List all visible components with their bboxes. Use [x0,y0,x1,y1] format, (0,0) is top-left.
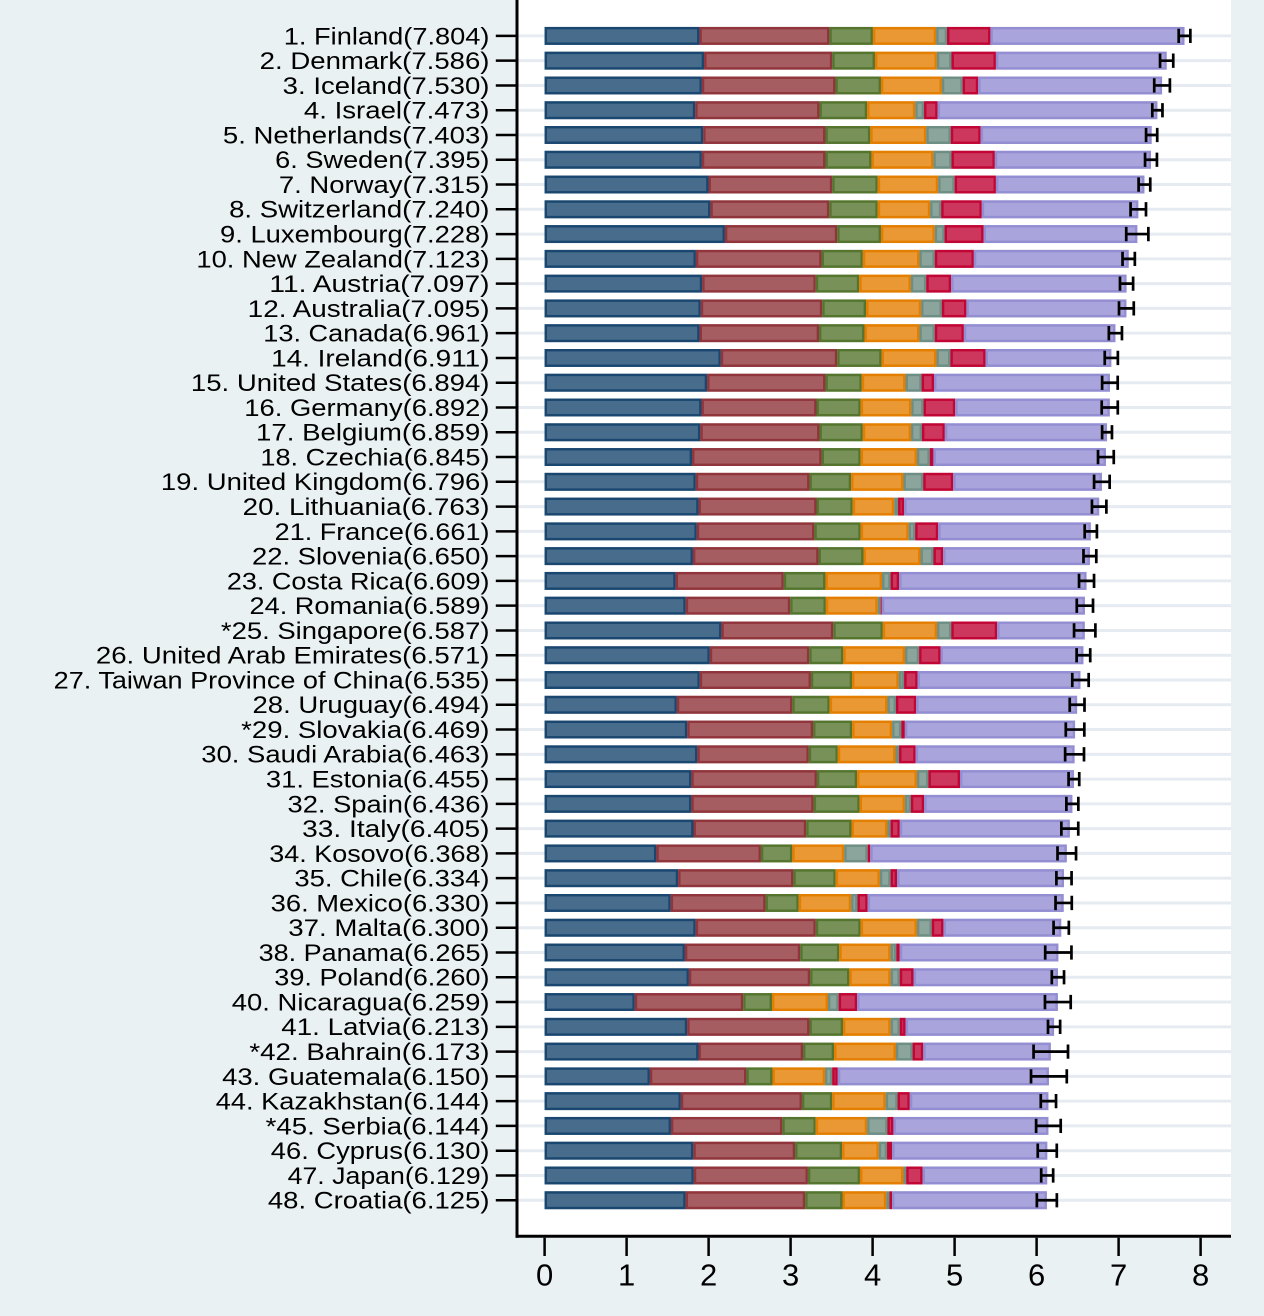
svg-text:*29. Slovakia(6.469): *29. Slovakia(6.469) [241,718,489,744]
svg-text:*25. Singapore(6.587): *25. Singapore(6.587) [221,619,490,645]
svg-text:16. Germany(6.892): 16. Germany(6.892) [244,396,489,422]
svg-text:4: 4 [864,1257,881,1292]
svg-text:41. Latvia(6.213): 41. Latvia(6.213) [281,1015,489,1041]
svg-text:6. Sweden(7.395): 6. Sweden(7.395) [275,148,489,174]
svg-text:28. Uruguay(6.494): 28. Uruguay(6.494) [253,693,490,719]
svg-text:4. Israel(7.473): 4. Israel(7.473) [304,99,490,125]
svg-text:1: 1 [618,1257,635,1292]
svg-text:9. Luxembourg(7.228): 9. Luxembourg(7.228) [220,222,490,248]
svg-text:20. Lithuania(6.763): 20. Lithuania(6.763) [243,495,490,521]
svg-text:47. Japan(6.129): 47. Japan(6.129) [288,1164,490,1190]
svg-text:23. Costa Rica(6.609): 23. Costa Rica(6.609) [227,569,490,595]
svg-text:*45. Serbia(6.144): *45. Serbia(6.144) [266,1114,490,1140]
svg-text:8: 8 [1192,1257,1209,1292]
svg-text:3. Iceland(7.530): 3. Iceland(7.530) [283,74,490,100]
svg-text:1. Finland(7.804): 1. Finland(7.804) [284,24,490,50]
svg-text:11. Austria(7.097): 11. Austria(7.097) [269,272,489,298]
svg-text:33. Italy(6.405): 33. Italy(6.405) [302,817,489,843]
svg-text:32. Spain(6.436): 32. Spain(6.436) [288,792,490,818]
svg-text:27. Taiwan Province of China(6: 27. Taiwan Province of China(6.535) [54,668,490,694]
svg-text:35. Chile(6.334): 35. Chile(6.334) [294,867,489,893]
svg-text:40. Nicaragua(6.259): 40. Nicaragua(6.259) [232,990,490,1016]
svg-text:2: 2 [700,1257,717,1292]
svg-text:17. Belgium(6.859): 17. Belgium(6.859) [256,421,490,447]
svg-text:48. Croatia(6.125): 48. Croatia(6.125) [268,1189,490,1215]
svg-text:18. Czechia(6.845): 18. Czechia(6.845) [260,445,489,471]
svg-text:31. Estonia(6.455): 31. Estonia(6.455) [266,767,490,793]
svg-text:8. Switzerland(7.240): 8. Switzerland(7.240) [229,198,489,224]
svg-text:38. Panama(6.265): 38. Panama(6.265) [259,941,490,967]
svg-text:7. Norway(7.315): 7. Norway(7.315) [279,173,490,199]
svg-text:26. United Arab Emirates(6.571: 26. United Arab Emirates(6.571) [96,644,490,670]
svg-text:3: 3 [782,1257,799,1292]
svg-text:7: 7 [1110,1257,1127,1292]
svg-text:15. United States(6.894): 15. United States(6.894) [191,371,490,397]
svg-text:13. Canada(6.961): 13. Canada(6.961) [263,322,489,348]
svg-text:12. Australia(7.095): 12. Australia(7.095) [248,297,490,323]
svg-text:43. Guatemala(6.150): 43. Guatemala(6.150) [222,1065,489,1091]
svg-text:39. Poland(6.260): 39. Poland(6.260) [274,966,489,992]
svg-text:5. Netherlands(7.403): 5. Netherlands(7.403) [223,123,490,149]
svg-text:24. Romania(6.589): 24. Romania(6.589) [250,594,490,620]
svg-text:19. United Kingdom(6.796): 19. United Kingdom(6.796) [161,470,490,496]
svg-text:44. Kazakhstan(6.144): 44. Kazakhstan(6.144) [216,1090,490,1116]
svg-text:5: 5 [946,1257,963,1292]
svg-text:10. New Zealand(7.123): 10. New Zealand(7.123) [196,247,489,273]
svg-text:0: 0 [536,1257,553,1292]
svg-text:30. Saudi Arabia(6.463): 30. Saudi Arabia(6.463) [201,743,489,769]
svg-text:2. Denmark(7.586): 2. Denmark(7.586) [260,49,490,75]
svg-text:*42. Bahrain(6.173): *42. Bahrain(6.173) [249,1040,489,1066]
svg-text:36. Mexico(6.330): 36. Mexico(6.330) [271,891,490,917]
svg-text:22. Slovenia(6.650): 22. Slovenia(6.650) [252,545,490,571]
svg-text:37. Malta(6.300): 37. Malta(6.300) [288,916,489,942]
svg-text:46. Cyprus(6.130): 46. Cyprus(6.130) [271,1139,490,1165]
svg-text:6: 6 [1028,1257,1045,1292]
svg-text:34. Kosovo(6.368): 34. Kosovo(6.368) [269,842,489,868]
svg-text:14. Ireland(6.911): 14. Ireland(6.911) [271,346,489,372]
svg-text:21. France(6.661): 21. France(6.661) [275,520,490,546]
